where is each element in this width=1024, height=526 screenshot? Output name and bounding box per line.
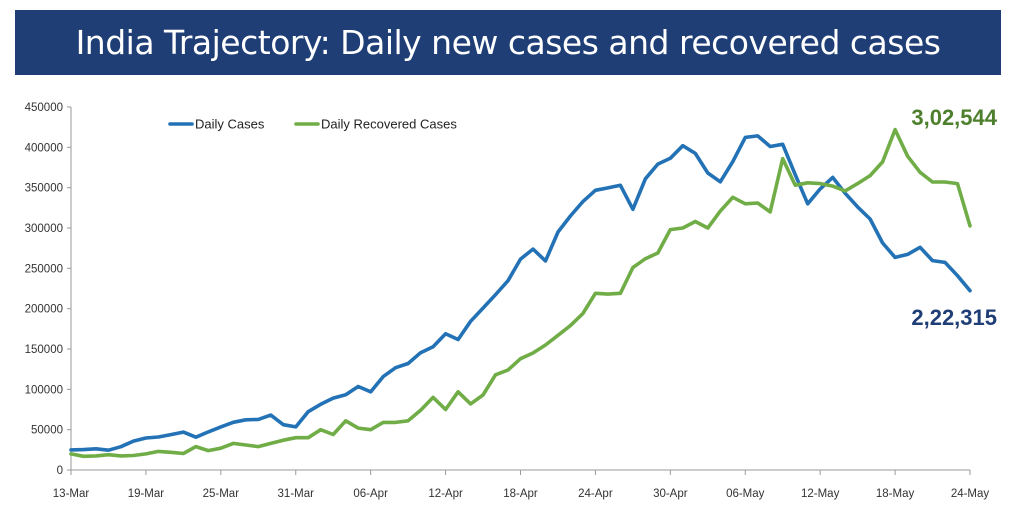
x-tick-label: 30-Apr <box>653 488 688 500</box>
x-tick-label: 06-May <box>726 488 765 500</box>
series-line-daily-cases <box>69 134 972 453</box>
legend-label: Daily Recovered Cases <box>321 117 457 132</box>
end-value-label-daily-recovered-cases: 3,02,544 <box>911 105 997 130</box>
y-tick-label: 100000 <box>25 384 63 396</box>
series-layer <box>69 127 972 459</box>
title-banner: India Trajectory: Daily new cases and re… <box>15 10 1001 75</box>
y-tick-label: 0 <box>57 465 63 477</box>
x-tick-label: 25-Mar <box>203 488 240 500</box>
x-tick-label: 24-Apr <box>578 488 613 500</box>
x-tick-label: 12-May <box>801 488 840 500</box>
x-tick-label: 18-Apr <box>503 488 538 500</box>
x-tick-label: 31-Mar <box>278 488 315 500</box>
y-tick-label: 350000 <box>25 183 63 195</box>
x-tick-label: 19-Mar <box>128 488 165 500</box>
y-tick-label: 200000 <box>25 304 63 316</box>
y-tick-label: 150000 <box>25 344 63 356</box>
end-labels: 2,22,315 3,02,544 <box>911 105 997 330</box>
legend: Daily Cases Daily Recovered Cases <box>168 117 457 132</box>
x-tick-label: 18-May <box>876 488 915 500</box>
x-tick-label: 13-Mar <box>53 488 90 500</box>
y-tick-label: 300000 <box>25 223 63 235</box>
end-value-label-daily-cases: 2,22,315 <box>911 305 997 330</box>
x-tick-label: 06-Apr <box>353 488 388 500</box>
x-tick-label: 12-Apr <box>428 488 463 500</box>
series-line-daily-recovered-cases <box>69 127 972 459</box>
y-tick-label: 50000 <box>31 425 63 437</box>
chart-title: India Trajectory: Daily new cases and re… <box>75 23 941 62</box>
axes: 0 50000 100000 150000 200000 250000 300000 3500… <box>25 102 990 500</box>
y-tick-label: 250000 <box>25 263 63 275</box>
legend-label: Daily Cases <box>195 117 265 132</box>
y-tick-label: 450000 <box>25 102 63 114</box>
y-tick-label: 400000 <box>25 142 63 154</box>
x-tick-label: 24-May <box>951 488 990 500</box>
